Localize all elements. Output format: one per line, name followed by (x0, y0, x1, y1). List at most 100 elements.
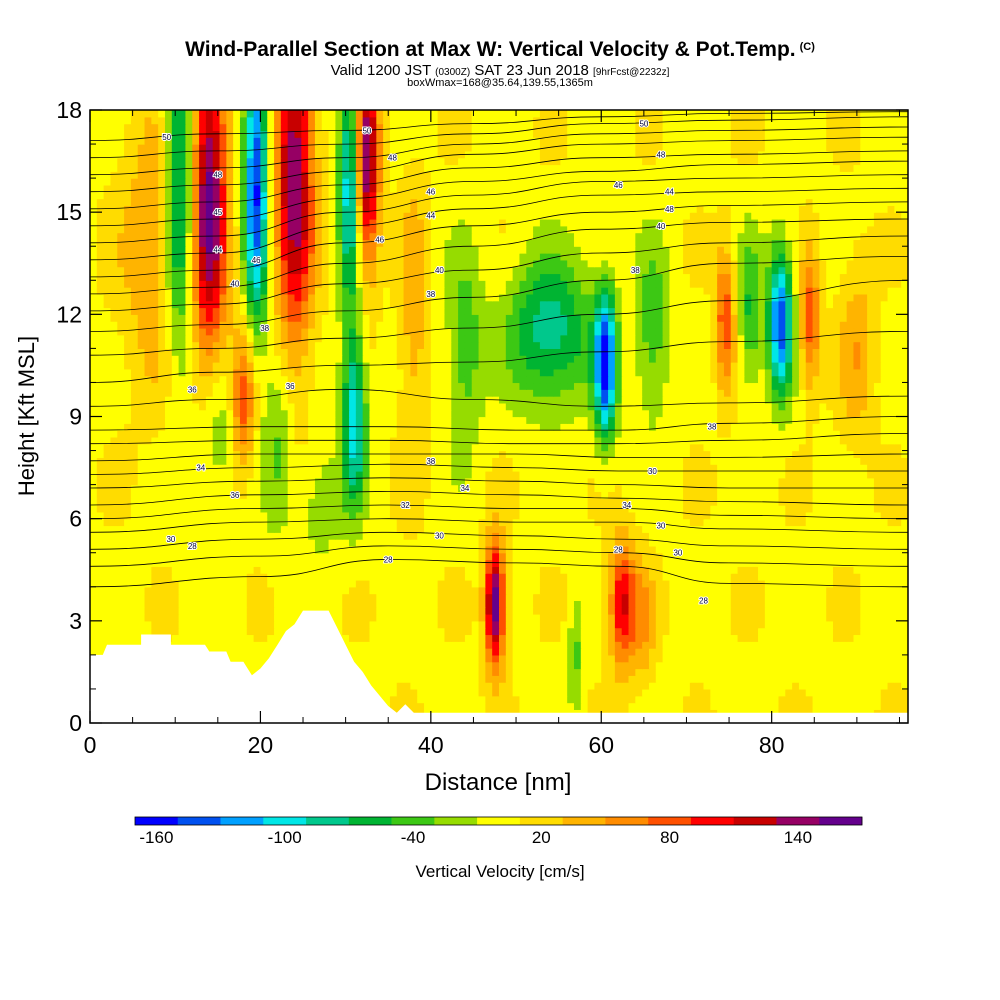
field-cell (696, 545, 705, 554)
field-cell (785, 545, 793, 554)
field-cell (485, 436, 493, 445)
field-cell (376, 525, 384, 533)
field-cell (642, 702, 650, 710)
field-cell (185, 498, 193, 506)
field-cell (410, 484, 418, 493)
field-cell (696, 559, 705, 567)
field-cell (539, 579, 548, 588)
field-cell (185, 545, 193, 554)
field-cell (676, 505, 684, 513)
field-cell (683, 498, 691, 506)
field-cell (110, 457, 118, 465)
field-cell (798, 511, 807, 520)
field-cell (389, 484, 398, 493)
field-cell (683, 532, 691, 540)
field-cell (764, 518, 773, 527)
field-cell (410, 470, 418, 479)
field-cell (212, 641, 221, 649)
field-cell (676, 654, 684, 663)
field-cell (478, 654, 486, 663)
field-cell (873, 566, 882, 574)
field-cell (587, 573, 596, 581)
field-cell (90, 552, 98, 561)
field-cell (730, 566, 739, 574)
field-cell (335, 552, 343, 561)
field-cell (655, 539, 664, 547)
field-cell (751, 600, 759, 608)
field-cell (464, 620, 473, 629)
field-cell (901, 668, 908, 676)
field-cell (785, 552, 793, 561)
field-cell (124, 450, 132, 458)
field-cell (499, 470, 507, 479)
field-cell (846, 498, 855, 506)
field-cell (533, 702, 541, 710)
field-cell (430, 702, 439, 710)
field-cell (117, 573, 125, 581)
field-cell (567, 573, 575, 581)
field-cell (710, 545, 718, 554)
field-cell (683, 607, 691, 615)
field-cell (812, 654, 820, 663)
field-cell (260, 545, 268, 554)
field-cell (403, 464, 411, 472)
field-cell (396, 573, 405, 581)
field-cell (744, 545, 752, 554)
field-cell (369, 464, 377, 472)
field-cell (696, 525, 705, 533)
field-cell (819, 600, 827, 608)
field-cell (274, 518, 282, 527)
field-cell (533, 627, 541, 636)
field-cell (887, 620, 895, 629)
field-cell (648, 539, 657, 547)
field-cell (887, 654, 895, 663)
field-cell (696, 484, 705, 493)
field-cell (178, 586, 187, 595)
field-cell (499, 627, 507, 636)
field-cell (280, 464, 289, 472)
field-cell (212, 470, 221, 479)
field-cell (383, 532, 391, 540)
field-cell (478, 586, 486, 595)
field-cell (287, 559, 296, 567)
field-cell (587, 620, 596, 629)
field-cell (444, 436, 452, 445)
field-cell (239, 559, 248, 567)
field-cell (226, 532, 234, 540)
field-cell (662, 539, 671, 547)
field-cell (526, 552, 534, 561)
field-cell (683, 614, 691, 622)
field-cell (669, 668, 677, 676)
field-cell (124, 607, 132, 615)
field-cell (458, 661, 466, 670)
field-cell (723, 539, 732, 547)
field-cell (403, 627, 411, 636)
field-cell (560, 675, 568, 683)
field-cell (219, 511, 227, 520)
field-cell (601, 593, 609, 601)
field-cell (192, 436, 200, 445)
field-cell (539, 566, 548, 574)
field-cell (533, 484, 541, 493)
field-cell (696, 627, 705, 636)
field-cell (567, 545, 575, 554)
field-cell (280, 620, 289, 629)
field-cell (642, 505, 650, 513)
field-cell (860, 559, 868, 567)
field-cell (553, 477, 561, 486)
field-cell (703, 552, 711, 561)
field-cell (294, 586, 302, 595)
field-cell (778, 614, 786, 622)
field-cell (376, 620, 384, 629)
field-cell (826, 511, 834, 520)
field-cell (376, 661, 384, 670)
field-cell (758, 552, 766, 561)
field-cell (239, 484, 248, 493)
field-cell (594, 668, 602, 676)
field-cell (594, 498, 602, 506)
field-cell (464, 614, 473, 622)
field-cell (833, 641, 841, 649)
field-cell (328, 525, 336, 533)
field-cell (887, 457, 895, 465)
field-cell (642, 668, 650, 676)
